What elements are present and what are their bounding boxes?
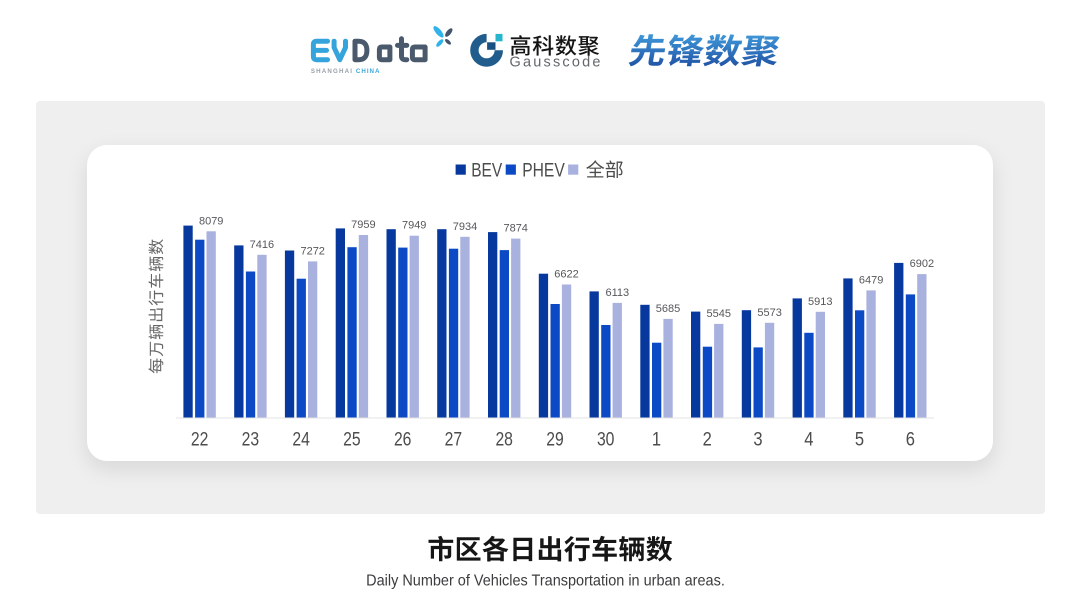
svg-text:6902: 6902 [910, 258, 934, 270]
svg-text:3: 3 [753, 429, 762, 450]
svg-text:5913: 5913 [808, 296, 832, 308]
svg-text:7272: 7272 [300, 245, 324, 257]
svg-text:6479: 6479 [859, 274, 883, 286]
svg-text:29: 29 [546, 429, 564, 450]
svg-text:26: 26 [394, 429, 412, 450]
svg-text:7949: 7949 [402, 220, 426, 232]
svg-text:5685: 5685 [656, 303, 680, 315]
svg-text:6622: 6622 [554, 269, 578, 281]
svg-text:CHINA: CHINA [356, 68, 381, 75]
svg-text:22: 22 [191, 429, 209, 450]
svg-text:2: 2 [703, 429, 712, 450]
svg-text:4: 4 [804, 429, 814, 450]
svg-text:5545: 5545 [707, 308, 731, 320]
svg-text:23: 23 [242, 429, 260, 450]
svg-text:27: 27 [445, 429, 463, 450]
svg-text:5: 5 [855, 429, 864, 450]
svg-text:BEV: BEV [471, 161, 502, 182]
svg-text:1: 1 [652, 429, 661, 450]
svg-text:SHANGHAI: SHANGHAI [311, 68, 353, 75]
svg-text:Gausscode: Gausscode [510, 55, 603, 71]
svg-text:7934: 7934 [453, 221, 477, 233]
svg-text:5573: 5573 [757, 307, 781, 319]
svg-text:30: 30 [597, 429, 615, 450]
svg-text:28: 28 [495, 429, 513, 450]
svg-text:6: 6 [906, 429, 915, 450]
svg-text:6113: 6113 [605, 287, 629, 299]
svg-text:25: 25 [343, 429, 361, 450]
svg-text:8079: 8079 [199, 215, 223, 227]
svg-text:PHEV: PHEV [522, 161, 565, 182]
svg-text:7959: 7959 [351, 219, 375, 231]
svg-text:24: 24 [292, 429, 310, 450]
svg-text:7874: 7874 [503, 223, 527, 235]
svg-text:Daily Number of Vehicles Trans: Daily Number of Vehicles Transportation … [366, 573, 725, 590]
svg-text:7416: 7416 [250, 239, 274, 251]
